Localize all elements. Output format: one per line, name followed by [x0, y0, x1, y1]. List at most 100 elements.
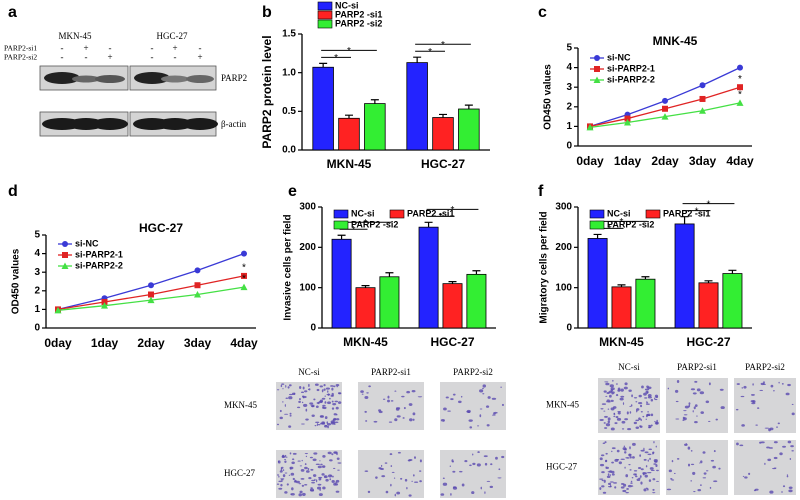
bar [331, 238, 352, 329]
cell-stain [469, 464, 472, 467]
cell-stain [310, 404, 315, 406]
cell-stain [773, 441, 778, 444]
cell-stain [297, 406, 301, 409]
cell-stain [637, 467, 642, 470]
cell-stain [613, 416, 616, 418]
cell-stain [605, 382, 610, 386]
bar [432, 117, 454, 151]
cell-stain [603, 390, 607, 393]
cell-stain [491, 397, 497, 400]
marker [147, 296, 155, 304]
legend-label: si-NC [607, 52, 631, 62]
cell-stain [617, 411, 621, 413]
cell-stain [391, 471, 395, 473]
cell-stain [754, 488, 759, 491]
cell-stain [299, 386, 302, 389]
cell-stain [489, 485, 494, 488]
cell-stain [324, 395, 326, 397]
marker [699, 82, 706, 89]
cell-stain [603, 410, 606, 412]
cell-stain [307, 388, 310, 390]
cell-stain [278, 480, 283, 483]
cell-stain [643, 458, 647, 461]
cell-stain [316, 423, 319, 427]
cell-stain [289, 412, 292, 415]
cell-stain [739, 444, 744, 447]
cell-stain [323, 475, 328, 479]
cell-stain [688, 402, 691, 405]
cell-stain [314, 424, 317, 427]
marker [624, 115, 631, 122]
cell-stain [288, 474, 291, 476]
cell-stain [375, 476, 378, 479]
cell-stain [781, 491, 783, 493]
cell-stain [636, 408, 640, 411]
cell-stain [777, 422, 780, 425]
cell-stain [611, 392, 614, 395]
legend-label: PARP2 -si1 [335, 9, 382, 19]
cell-stain [333, 482, 337, 486]
cell-stain [675, 400, 679, 403]
cell-stain [652, 451, 655, 454]
cell-stain [607, 471, 611, 473]
cell-stain [750, 394, 755, 396]
cell-stain [308, 383, 310, 387]
marker [194, 282, 201, 289]
legend-label: si-PARP2-1 [75, 249, 123, 259]
marker [586, 123, 594, 131]
micrograph [440, 382, 506, 430]
cell-stain [788, 489, 793, 493]
cell-stain [288, 396, 293, 400]
cell-stain [406, 390, 411, 394]
cell-stain [327, 474, 333, 478]
cell-stain [298, 483, 302, 485]
cell-stain [316, 402, 320, 404]
legend-swatch [589, 220, 605, 230]
cell-stain [720, 406, 725, 410]
cell-stain [387, 395, 390, 399]
cell-stain [382, 398, 386, 400]
cell-stain [599, 478, 604, 480]
cell-stain [690, 463, 695, 466]
cell-stain [605, 466, 609, 470]
significance-label: * [242, 263, 246, 274]
cell-stain [654, 420, 656, 423]
cell-stain [314, 383, 319, 386]
cell-stain [606, 475, 611, 479]
cell-stain [276, 423, 280, 426]
cell-stain [629, 411, 632, 414]
cell-stain [630, 480, 633, 483]
cell-stain [645, 418, 647, 420]
cell-stain [419, 480, 422, 483]
error-bar [448, 281, 457, 284]
y-axis-label: OD450 values [11, 248, 22, 314]
cell-stain [304, 483, 308, 486]
cell-stain [393, 477, 396, 479]
row-label: HGC-27 [546, 462, 577, 472]
cell-stain [395, 408, 400, 411]
cell-stain [301, 459, 303, 462]
cell-stain [449, 465, 451, 468]
cell-stain [324, 416, 328, 420]
cell-stain [281, 401, 284, 403]
cell-stain [319, 460, 321, 462]
legend-label: NC-si [335, 0, 359, 10]
cell-stain [645, 487, 648, 490]
cell-stain [692, 392, 697, 395]
cell-stain [280, 479, 284, 481]
y-tick-label: 1 [566, 121, 572, 132]
cell-stain [696, 388, 701, 392]
cell-stain [782, 485, 786, 488]
cell-stain [284, 460, 287, 463]
cell-stain [687, 463, 691, 467]
cell-stain [624, 382, 628, 386]
cell-stain [684, 443, 688, 446]
cell-stain [277, 460, 281, 464]
cell-stain [613, 412, 616, 416]
cell-stain [616, 449, 620, 453]
cell-stain [624, 448, 627, 450]
error-bar [413, 56, 422, 63]
cell-stain [337, 392, 342, 395]
cell-stain [655, 445, 657, 448]
cell-stain [301, 484, 305, 487]
